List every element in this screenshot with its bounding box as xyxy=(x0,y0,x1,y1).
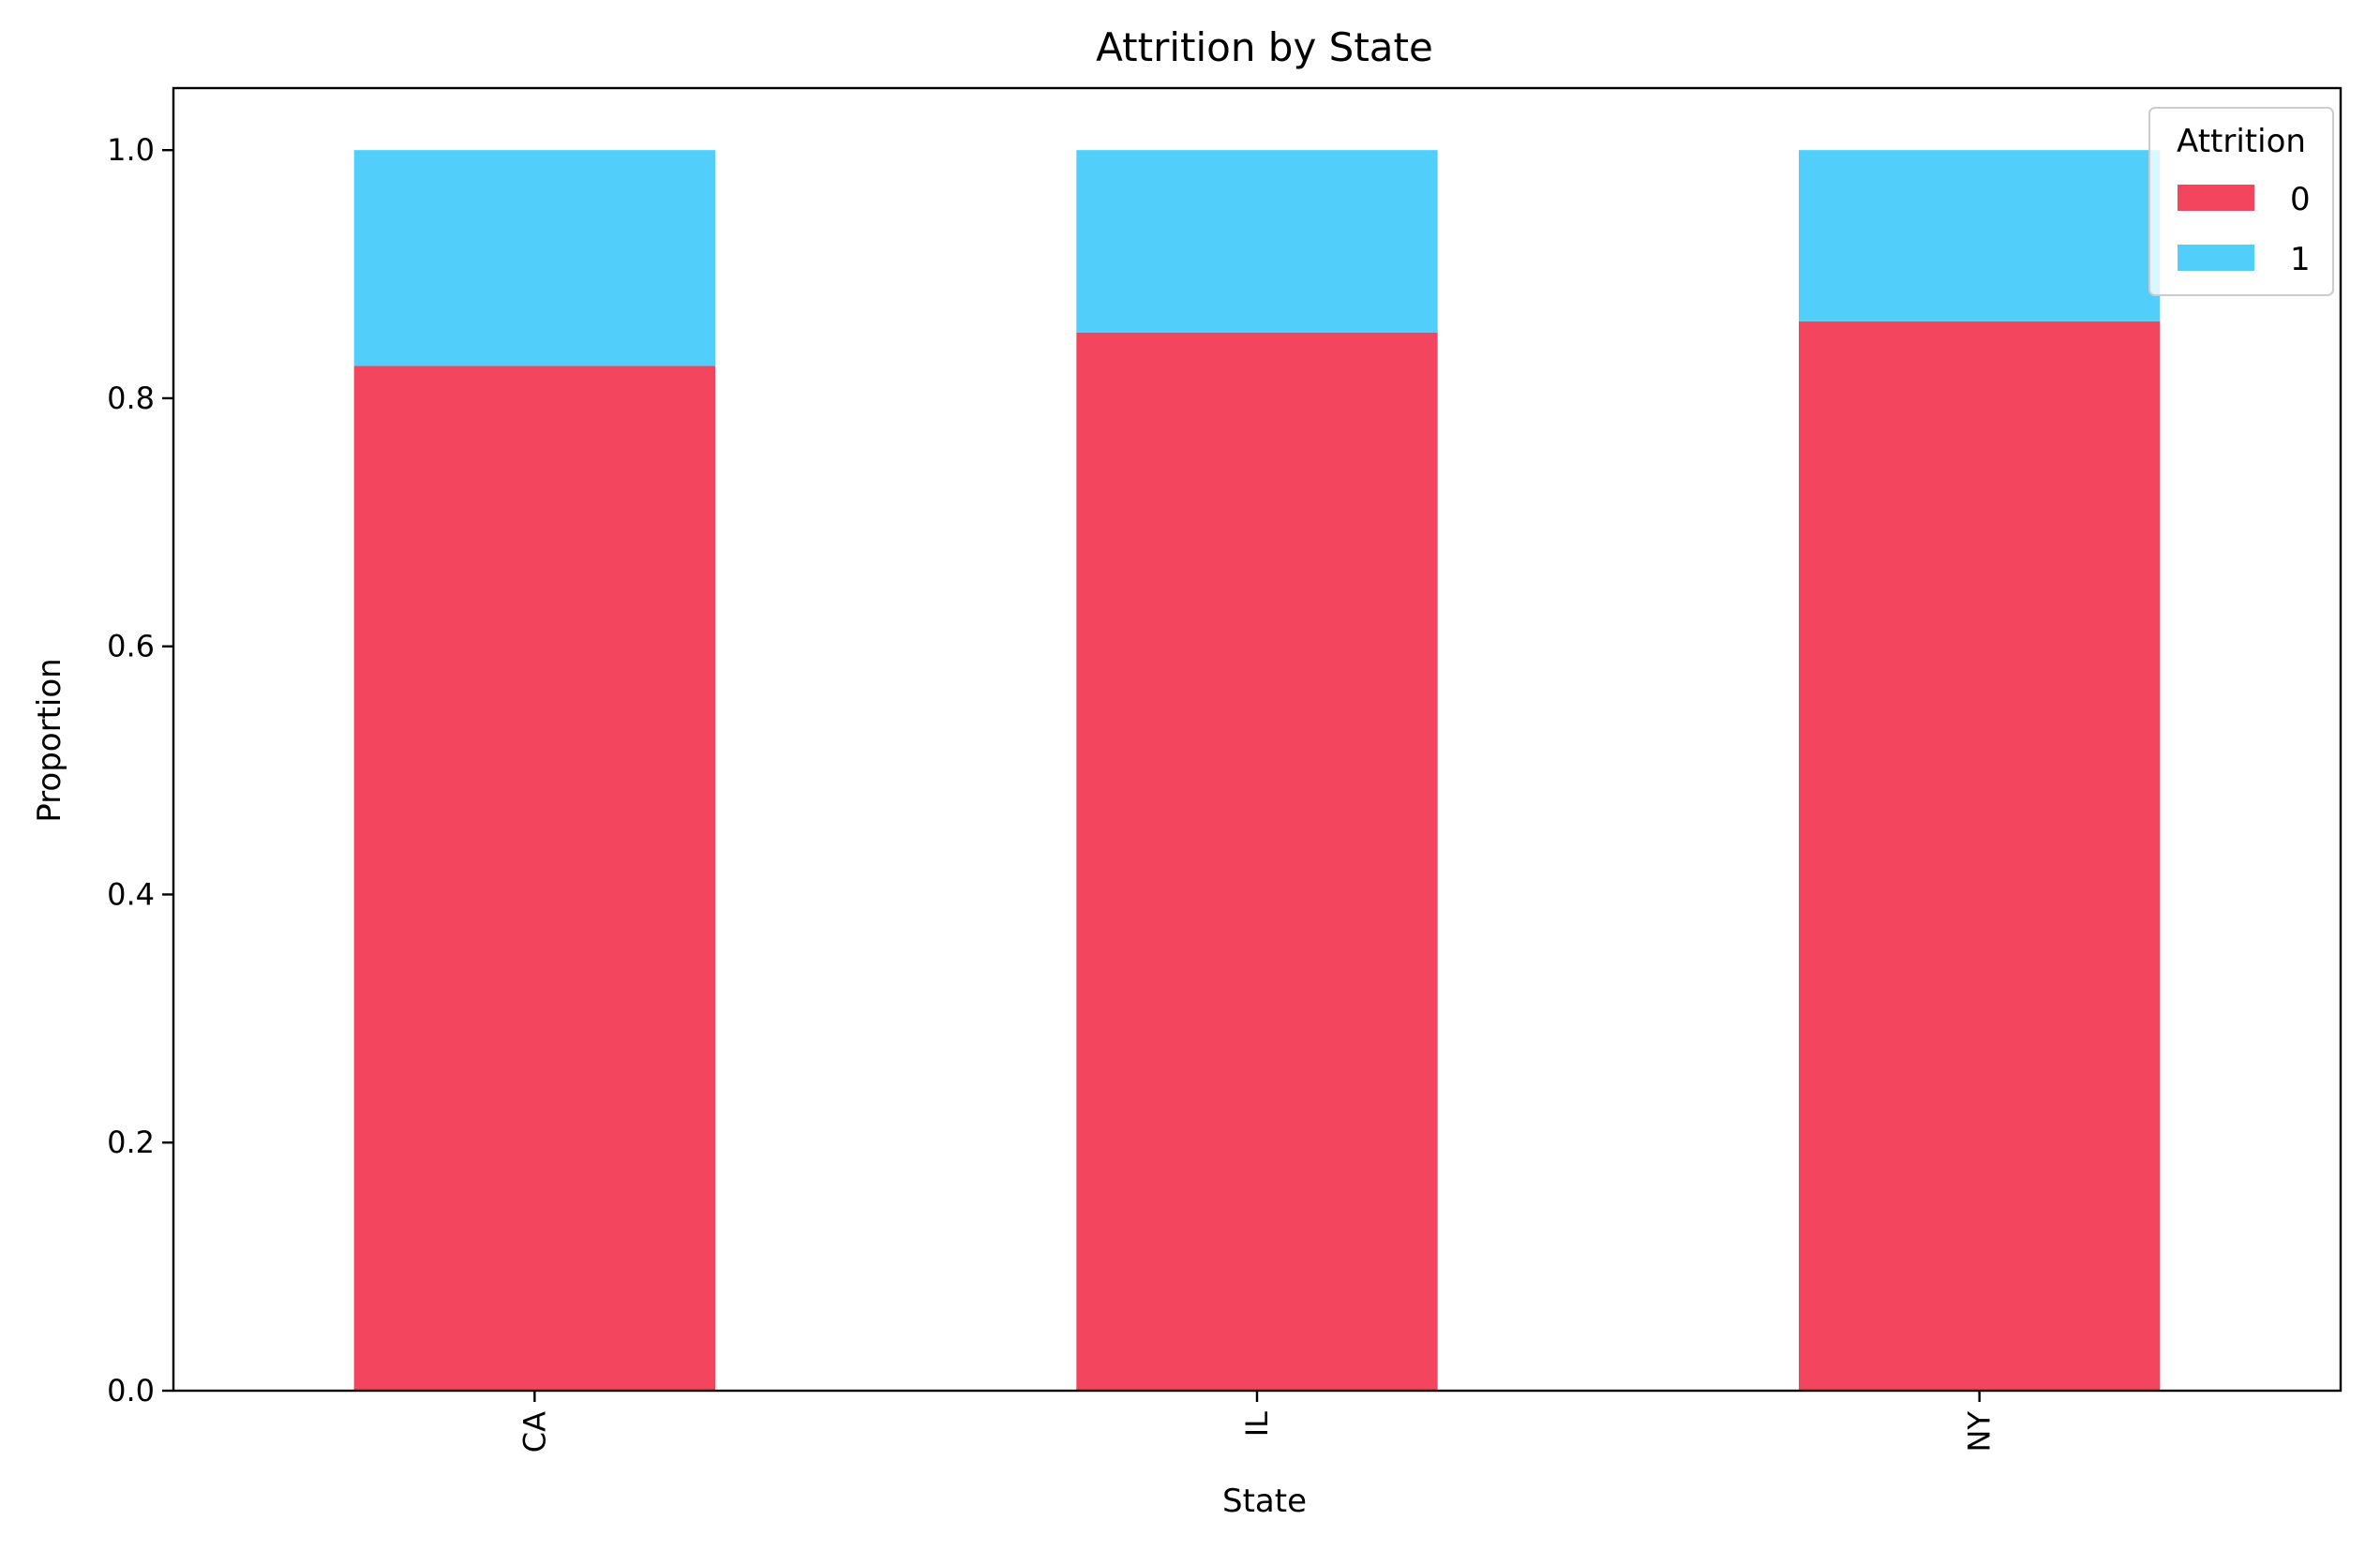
legend-swatch-1 xyxy=(2178,245,2254,271)
x-tick-label: CA xyxy=(516,1411,552,1453)
legend: Attrition 01 xyxy=(2148,107,2334,296)
y-tick-label: 0.8 xyxy=(107,380,155,416)
legend-entries: 01 xyxy=(2178,181,2311,278)
y-axis-label: Proportion xyxy=(31,658,68,822)
bar-il-attrition-1 xyxy=(1076,150,1438,333)
legend-title: Attrition xyxy=(2177,123,2306,160)
x-axis-label: State xyxy=(1222,1483,1307,1520)
legend-label-0: 0 xyxy=(2290,181,2311,218)
y-tick-label: 0.2 xyxy=(107,1125,155,1160)
y-tick-label: 1.0 xyxy=(107,132,155,168)
bar-il-attrition-0 xyxy=(1076,332,1438,1391)
bar-ca-attrition-1 xyxy=(353,150,715,366)
x-tick-label: NY xyxy=(1962,1411,1998,1453)
x-tick-label: IL xyxy=(1239,1411,1275,1437)
y-tick-label: 0.4 xyxy=(107,876,155,912)
legend-label-1: 1 xyxy=(2290,241,2311,278)
bar-ny-attrition-0 xyxy=(1799,320,2161,1391)
bars xyxy=(353,150,2161,1391)
y-tick-label: 0.0 xyxy=(107,1373,155,1408)
bar-ca-attrition-0 xyxy=(353,365,715,1391)
y-tick-label: 0.6 xyxy=(107,629,155,664)
x-axis: CA IL NY xyxy=(516,1391,1998,1453)
legend-swatch-0 xyxy=(2178,185,2254,211)
chart-title: Attrition by State xyxy=(1096,24,1433,70)
bar-ny-attrition-1 xyxy=(1799,150,2161,321)
y-axis: 0.0 0.2 0.4 0.6 0.8 1.0 xyxy=(107,132,173,1408)
